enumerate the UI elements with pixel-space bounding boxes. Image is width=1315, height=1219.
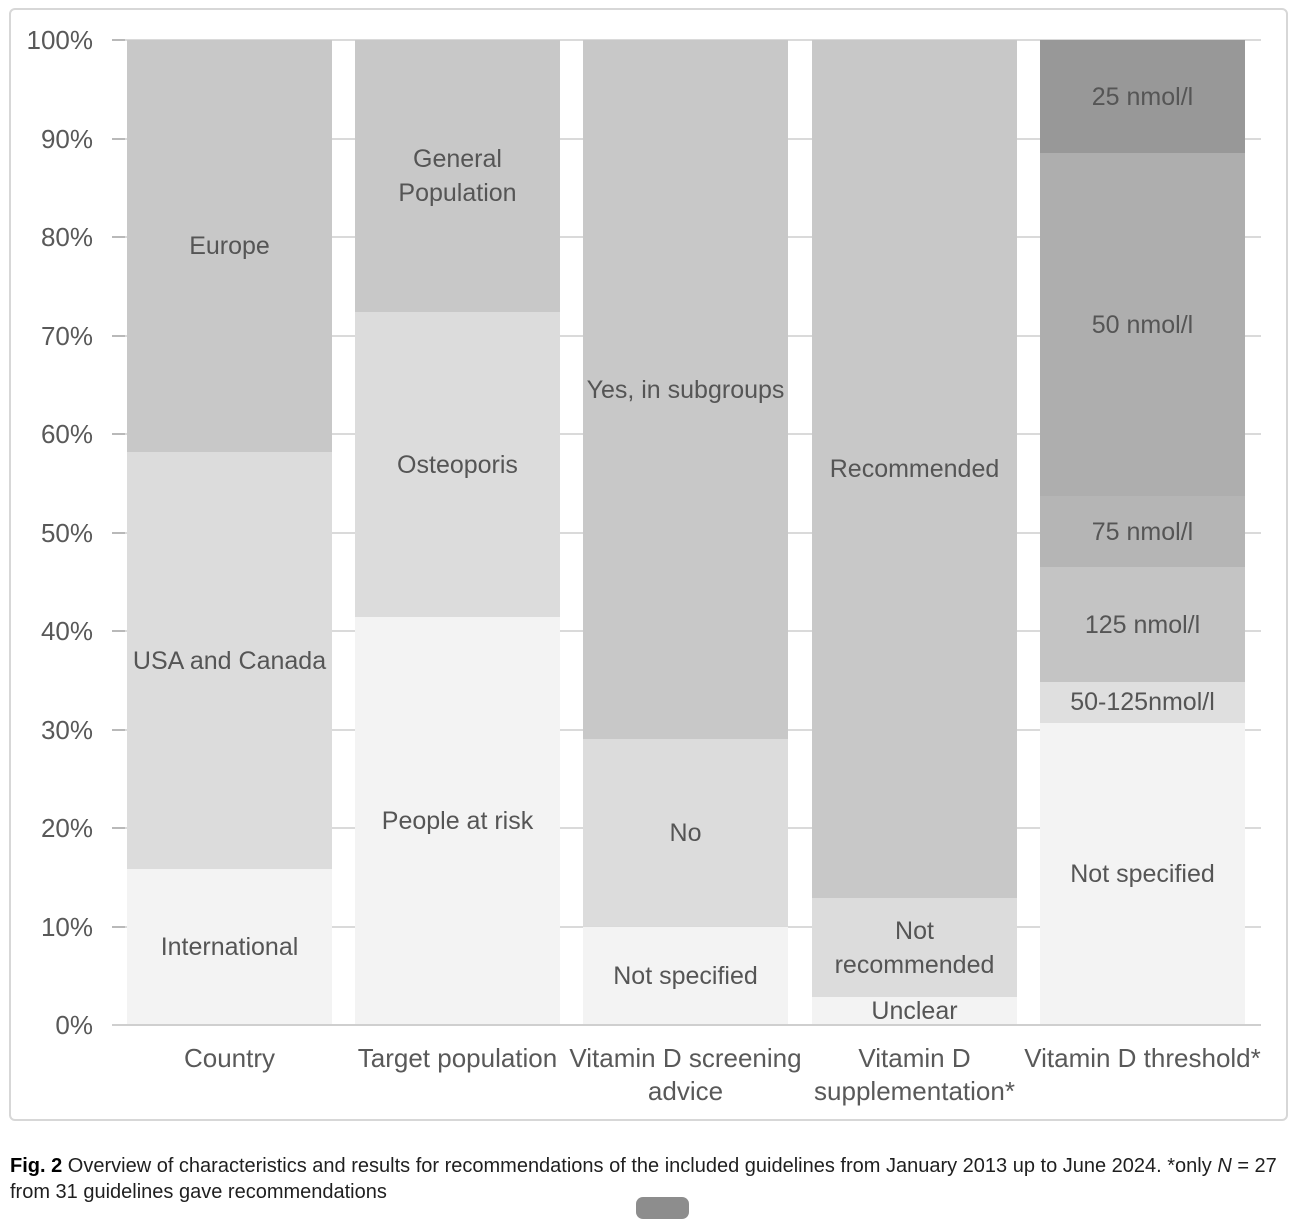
bar-segment: Osteoporis <box>355 311 560 618</box>
bar-segment: 50 nmol/l <box>1040 153 1245 497</box>
segment-label: 75 nmol/l <box>1091 517 1194 546</box>
y-axis-tick <box>112 630 125 632</box>
bar-segment: People at risk <box>355 617 560 1025</box>
segment-label: Recommended <box>829 454 1000 483</box>
x-axis-category-label: Country <box>183 1043 276 1073</box>
bar-segment: 125 nmol/l <box>1040 566 1245 683</box>
figure-caption-label: Fig. 2 <box>10 1155 63 1177</box>
bar-segment: Europe <box>127 40 332 452</box>
segment-label: People at risk <box>381 807 534 836</box>
bottom-pill-handle[interactable] <box>636 1197 689 1219</box>
segment-label: Not recommended <box>834 916 995 979</box>
y-axis-tick <box>112 827 125 829</box>
y-axis-tick <box>112 39 125 41</box>
y-axis-tick <box>112 236 125 238</box>
y-axis-tick-label: 50% <box>40 517 93 548</box>
segment-label: 125 nmol/l <box>1084 610 1201 639</box>
x-axis-category-label: Vitamin D screening advice <box>569 1043 802 1106</box>
y-axis-tick <box>112 531 125 534</box>
x-axis-baseline <box>112 1024 1261 1026</box>
x-axis-category-label: Vitamin D supplementation* <box>814 1043 1015 1106</box>
segment-label: Unclear <box>871 997 958 1026</box>
y-axis-tick-label: 40% <box>40 616 93 646</box>
segment-label: 50-125nmol/l <box>1070 688 1215 717</box>
segment-label: USA and Canada <box>132 646 327 675</box>
bar-segment: USA and Canada <box>127 451 332 870</box>
y-axis-tick-label: 0% <box>55 1010 93 1040</box>
x-axis-category-label: Vitamin D threshold* <box>1024 1043 1261 1073</box>
bar-segment: Recommended <box>812 40 1017 898</box>
y-axis-tick-label: 80% <box>40 222 93 252</box>
y-axis-tick <box>112 334 125 337</box>
figure-caption: Fig. 2 Overview of characteristics and r… <box>10 1153 1306 1205</box>
y-axis-tick-label: 20% <box>40 813 93 843</box>
segment-label: 50 nmol/l <box>1091 310 1194 339</box>
segment-label: Osteoporis <box>397 450 518 479</box>
bar-segment: Unclear <box>812 997 1017 1025</box>
segment-label: International <box>160 933 299 962</box>
bar-segment: 75 nmol/l <box>1040 496 1245 567</box>
segment-label: General Population <box>398 144 517 207</box>
y-axis-tick-label: 10% <box>40 911 93 942</box>
bar-segment: Not specified <box>1040 722 1245 1025</box>
y-axis-tick-label: 90% <box>40 123 93 154</box>
bar-segment: Not recommended <box>812 897 1017 998</box>
x-axis-category-label: Target population <box>357 1043 558 1073</box>
y-axis-tick <box>112 137 125 140</box>
bar-segment: International <box>127 869 332 1025</box>
y-axis-tick-label: 100% <box>26 25 94 55</box>
segment-label: Not specified <box>1070 859 1215 888</box>
segment-label: 25 nmol/l <box>1091 82 1194 111</box>
bar-segment: Not specified <box>583 926 788 1025</box>
segment-label: Not specified <box>613 961 758 990</box>
figure-caption-text-end: = 27 from 31 guidelines gave recommendat… <box>10 1155 1277 1203</box>
y-axis-tick <box>112 728 125 731</box>
bar-segment: 50-125nmol/l <box>1040 682 1245 723</box>
y-axis-tick-label: 30% <box>40 714 93 745</box>
figure-caption-text: Overview of characteristics and results … <box>62 1155 1218 1177</box>
segment-label: No <box>669 818 702 847</box>
y-axis-tick-label: 70% <box>40 320 93 351</box>
bar-segment: General Population <box>355 40 560 312</box>
segment-label: Yes, in subgroups <box>586 375 785 404</box>
y-axis-tick <box>112 433 125 435</box>
figure-caption-n-italic: N <box>1217 1155 1232 1177</box>
bar-segment: No <box>583 739 788 927</box>
segment-label: Europe <box>189 231 270 260</box>
y-axis-tick-label: 60% <box>40 419 93 449</box>
bar-segment: Yes, in subgroups <box>583 40 788 740</box>
y-axis-tick <box>112 925 125 928</box>
bar-segment: 25 nmol/l <box>1040 40 1245 154</box>
